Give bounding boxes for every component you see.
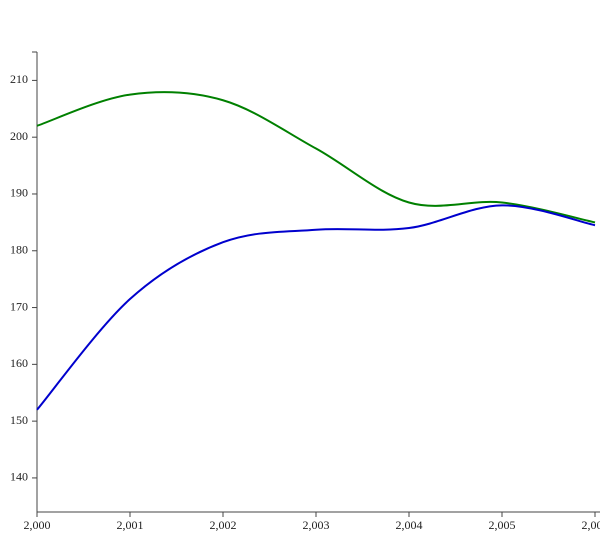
x-tick-label: 2,003 [303,518,330,532]
x-tick-label: 2,005 [489,518,516,532]
x-tick-label: 2,001 [117,518,144,532]
x-tick-label: 2,006 [582,518,600,532]
y-tick-label: 140 [10,470,28,484]
y-tick-label: 190 [10,186,28,200]
y-tick-label: 170 [10,299,28,313]
y-tick-label: 200 [10,129,28,143]
y-tick-label: 180 [10,243,28,257]
y-tick-label: 210 [10,72,28,86]
x-tick-label: 2,004 [396,518,423,532]
line-series [36,91,596,224]
x-tick-label: 2,002 [210,518,237,532]
y-tick-label: 150 [10,413,28,427]
y-tick-label: 160 [10,356,28,370]
x-tick-label: 2,000 [24,518,51,532]
line-series [36,204,596,411]
